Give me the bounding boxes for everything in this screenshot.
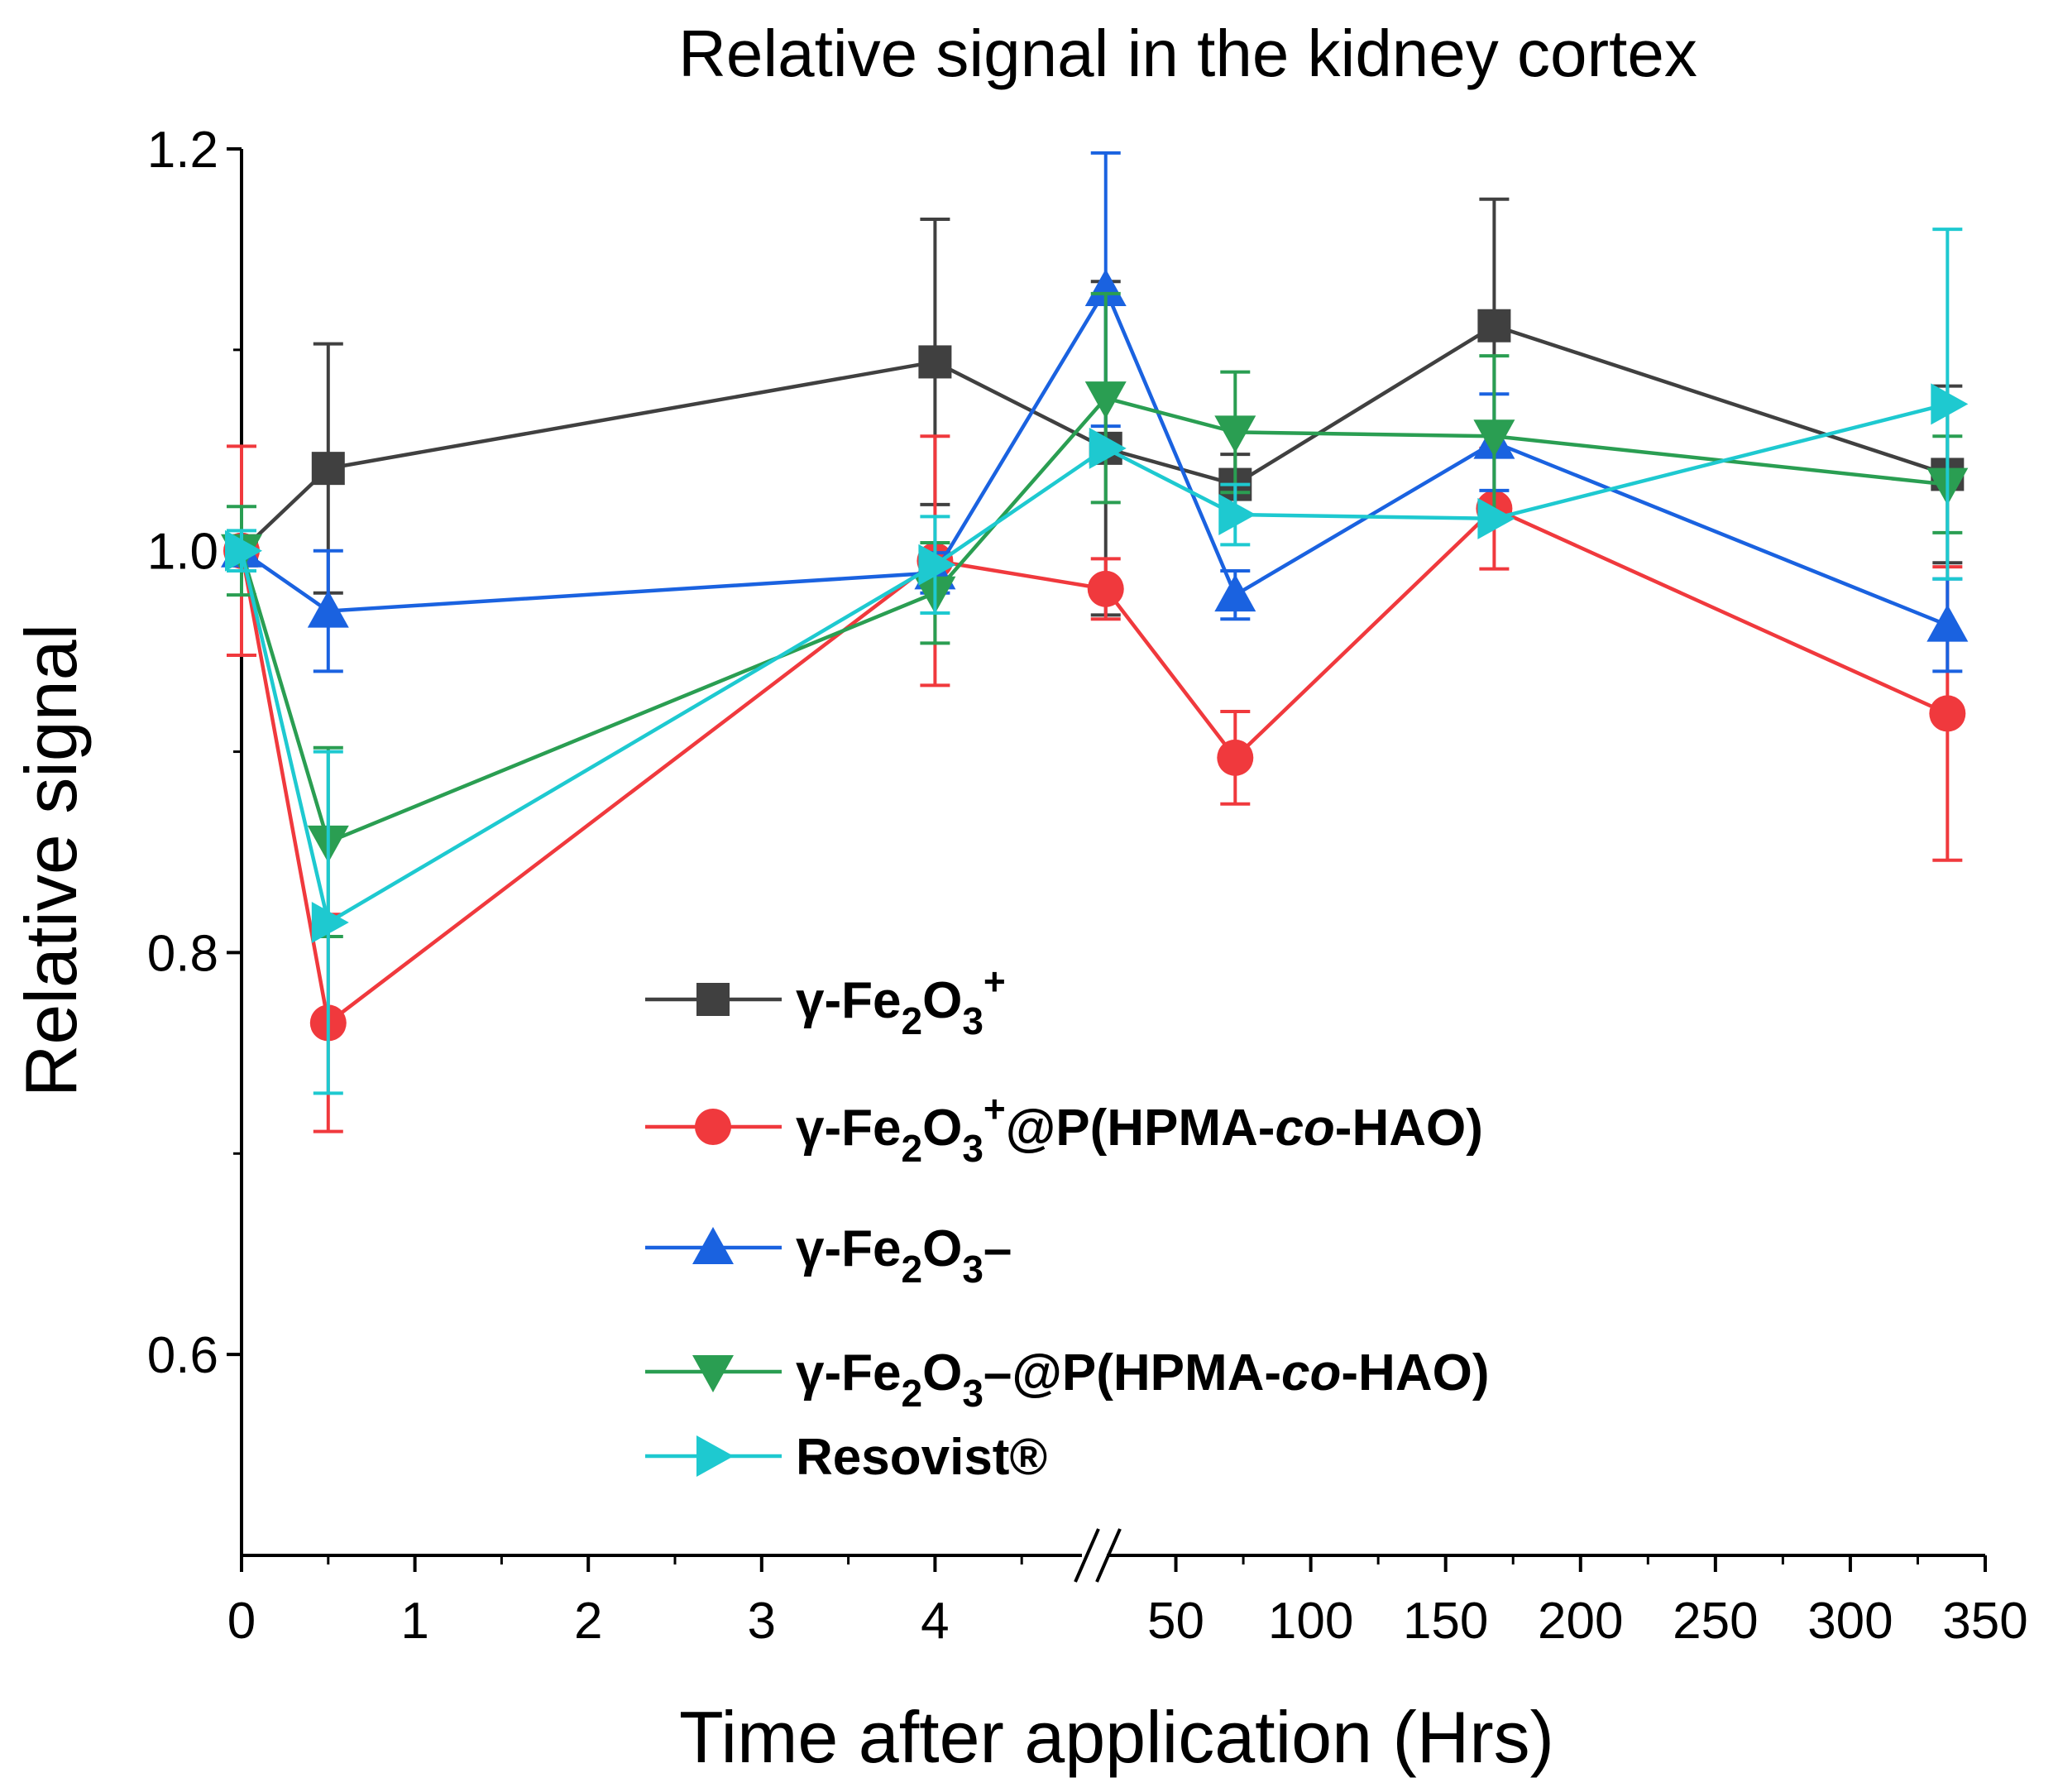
- data-point: [1929, 695, 1966, 732]
- axis-break-mark: [1074, 1528, 1100, 1583]
- legend-label: γ-Fe2O3+: [796, 960, 1006, 1042]
- x-tick-label: 50: [1147, 1593, 1204, 1650]
- series-5: [225, 228, 1969, 1095]
- data-point: [307, 590, 349, 628]
- data-point: [1473, 419, 1515, 458]
- data-point: [225, 529, 262, 572]
- legend: γ-Fe2O3+γ-Fe2O3+@P(HPMA-co-HAO)γ-Fe2O3–γ…: [645, 960, 1489, 1486]
- y-tick-label: 0.6: [147, 1327, 218, 1384]
- legend-text: @P(HPMA-: [1006, 1100, 1275, 1157]
- legend-marker: [692, 1355, 734, 1392]
- x-tick-label: 3: [748, 1593, 776, 1650]
- legend-entry-4: γ-Fe2O3–@P(HPMA-co-HAO): [645, 1344, 1489, 1415]
- data-point: [1084, 381, 1127, 419]
- series-line: [239, 402, 1948, 926]
- legend-text: co: [1281, 1344, 1341, 1401]
- y-axis-title: Relative signal: [10, 624, 92, 1097]
- legend-marker: [696, 983, 730, 1016]
- legend-text: O: [922, 1220, 962, 1277]
- legend-marker: [695, 1109, 731, 1145]
- legend-label: Resovist®: [796, 1429, 1047, 1486]
- legend-text: γ-Fe: [796, 1100, 901, 1157]
- legend-subscript: 3: [962, 1248, 984, 1291]
- legend-text: co: [1275, 1100, 1334, 1157]
- data-point: [1477, 497, 1515, 539]
- series-1: [225, 197, 1965, 617]
- data-point: [1477, 309, 1511, 343]
- x-axis-title: Time after application (Hrs): [679, 1696, 1554, 1778]
- legend-subscript: 2: [901, 999, 922, 1042]
- legend-text: -HAO): [1341, 1344, 1489, 1401]
- y-tick-label: 1.0: [147, 524, 218, 581]
- legend-text: γ-Fe: [796, 1344, 901, 1401]
- axes: 0.60.81.01.20 1 2 3 4 50 100 150 200 250 300 350: [147, 122, 2028, 1650]
- x-tick-label: 4: [921, 1593, 949, 1650]
- data-point: [1089, 427, 1127, 469]
- data-point: [1926, 604, 1969, 642]
- data-point: [311, 902, 349, 943]
- data-point: [1217, 739, 1254, 776]
- data-point: [1214, 574, 1256, 612]
- x-tick-label: 100: [1268, 1593, 1353, 1650]
- x-tick-label: 0: [227, 1593, 256, 1650]
- x-tick-label: 1: [400, 1593, 428, 1650]
- legend-label: γ-Fe2O3–@P(HPMA-co-HAO): [796, 1344, 1489, 1415]
- legend-text: O: [922, 972, 962, 1029]
- legend-superscript: +: [984, 1087, 1006, 1130]
- legend-label: γ-Fe2O3+@P(HPMA-co-HAO): [796, 1087, 1483, 1170]
- data-point: [1087, 570, 1124, 607]
- data-point: [918, 345, 952, 379]
- x-tick-label: 200: [1538, 1593, 1623, 1650]
- x-tick-label: 2: [574, 1593, 602, 1650]
- data-point: [918, 544, 956, 586]
- legend-subscript: 2: [901, 1127, 922, 1170]
- data-point: [1931, 383, 1969, 425]
- legend-text: O: [922, 1344, 962, 1401]
- series-layer: [221, 151, 1969, 1133]
- legend-marker: [696, 1435, 734, 1477]
- x-tick-label: 150: [1403, 1593, 1488, 1650]
- legend-marker: [692, 1227, 734, 1264]
- legend-superscript: +: [984, 960, 1006, 1003]
- legend-entry-2: γ-Fe2O3+@P(HPMA-co-HAO): [645, 1087, 1483, 1170]
- y-tick-label: 0.8: [147, 925, 218, 982]
- series-4: [221, 291, 1969, 938]
- legend-text: –@P(HPMA-: [984, 1344, 1281, 1401]
- legend-text: γ-Fe: [796, 1220, 901, 1277]
- legend-text: Resovist®: [796, 1429, 1047, 1486]
- series-2: [223, 434, 1966, 1133]
- data-point: [311, 452, 345, 486]
- legend-text: -HAO): [1335, 1100, 1483, 1157]
- x-tick-label: 250: [1673, 1593, 1758, 1650]
- legend-text: O: [922, 1100, 962, 1157]
- legend-subscript: 3: [962, 1127, 984, 1170]
- axis-break-mark: [1095, 1528, 1122, 1583]
- y-tick-label: 1.2: [147, 122, 218, 179]
- legend-subscript: 3: [962, 999, 984, 1042]
- legend-subscript: 2: [901, 1372, 922, 1415]
- legend-text: –: [984, 1220, 1012, 1277]
- chart-title: Relative signal in the kidney cortex: [678, 17, 1697, 90]
- legend-entry-3: γ-Fe2O3–: [645, 1220, 1012, 1291]
- data-point: [1218, 494, 1256, 535]
- legend-label: γ-Fe2O3–: [796, 1220, 1012, 1291]
- legend-text: γ-Fe: [796, 972, 901, 1029]
- data-point: [1214, 415, 1256, 453]
- legend-entry-5: Resovist®: [645, 1429, 1047, 1486]
- data-point: [1084, 269, 1127, 306]
- legend-subscript: 3: [962, 1372, 984, 1415]
- x-tick-label: 350: [1942, 1593, 2027, 1650]
- legend-subscript: 2: [901, 1248, 922, 1291]
- x-tick-label: 300: [1807, 1593, 1893, 1650]
- legend-entry-1: γ-Fe2O3+: [645, 960, 1006, 1042]
